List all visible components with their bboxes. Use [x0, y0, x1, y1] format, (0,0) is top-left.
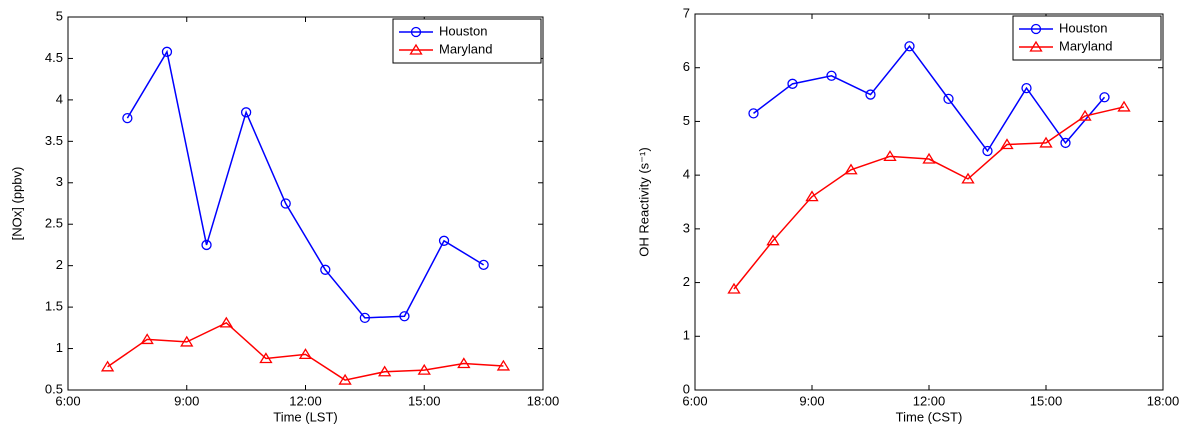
x-tick-label: 15:00 — [408, 393, 441, 408]
marker — [320, 264, 331, 275]
y-tick-label: 4.5 — [45, 50, 63, 65]
plot-frame — [694, 13, 1164, 391]
x-tick-label: 6:00 — [682, 393, 707, 408]
marker — [438, 235, 450, 246]
marker — [378, 365, 392, 377]
y-tick-label: 4 — [683, 167, 690, 182]
marker — [201, 239, 212, 251]
series-line — [733, 106, 1125, 290]
y-tick-label: 7 — [683, 5, 690, 20]
marker — [259, 352, 273, 364]
marker — [140, 333, 154, 345]
marker — [298, 348, 313, 360]
y-tick-label: 2 — [56, 257, 63, 272]
marker — [457, 357, 471, 369]
marker — [478, 259, 489, 270]
marker — [1030, 23, 1042, 35]
y-tick-label: 2 — [683, 274, 690, 289]
y-tick-label: 1.5 — [45, 299, 63, 314]
x-tick-label: 15:00 — [1030, 393, 1063, 408]
y-tick-label: 3.5 — [45, 133, 63, 148]
marker — [922, 152, 936, 164]
x-axis-label: Time (LST) — [273, 409, 338, 424]
marker — [766, 234, 780, 246]
series-line — [753, 45, 1106, 153]
marker — [805, 190, 819, 202]
y-tick-label: 3 — [683, 220, 690, 235]
marker — [100, 360, 115, 372]
marker — [280, 198, 291, 209]
x-tick-label: 9:00 — [799, 393, 824, 408]
series-line — [107, 321, 504, 381]
legend-label: Maryland — [1059, 38, 1112, 53]
marker — [1021, 82, 1032, 94]
marker — [727, 282, 741, 294]
x-tick-label: 9:00 — [174, 393, 199, 408]
marker — [787, 78, 798, 89]
y-tick-label: 2.5 — [45, 216, 63, 231]
x-tick-label: 12:00 — [289, 393, 322, 408]
legend-box — [1012, 15, 1162, 61]
y-tick-label: 0 — [683, 381, 690, 396]
marker — [338, 373, 352, 385]
marker — [865, 89, 876, 100]
y-tick-label: 5 — [683, 113, 690, 128]
marker — [1117, 100, 1131, 112]
marker — [359, 312, 371, 324]
x-tick-label: 18:00 — [527, 393, 560, 408]
marker — [943, 93, 954, 105]
x-axis-label: Time (CST) — [896, 409, 963, 424]
marker — [748, 108, 759, 119]
y-tick-label: 1 — [56, 340, 63, 355]
marker — [1000, 138, 1014, 150]
legend-label: Maryland — [439, 41, 492, 56]
y-tick-label: 5 — [56, 8, 63, 23]
marker — [161, 46, 173, 57]
marker — [409, 43, 423, 55]
legend-box — [392, 18, 542, 64]
x-tick-label: 6:00 — [55, 393, 80, 408]
plot-frame — [67, 16, 544, 391]
marker — [1060, 137, 1071, 149]
marker — [1039, 136, 1053, 148]
marker — [844, 163, 858, 175]
y-axis-label: OH Reactivity (s⁻¹) — [636, 147, 651, 256]
series-line — [126, 49, 485, 319]
y-tick-label: 3 — [56, 174, 63, 189]
marker — [122, 112, 133, 124]
marker — [219, 316, 233, 328]
marker — [410, 26, 422, 38]
marker — [1078, 109, 1092, 121]
y-tick-label: 0.5 — [45, 381, 63, 396]
marker — [240, 107, 252, 118]
y-tick-label: 6 — [683, 59, 690, 74]
marker — [904, 41, 915, 52]
x-tick-label: 12:00 — [913, 393, 946, 408]
marker — [496, 359, 511, 371]
marker — [961, 172, 975, 184]
marker — [1099, 92, 1110, 103]
marker — [180, 335, 194, 347]
x-tick-label: 18:00 — [1147, 393, 1180, 408]
legend-label: Houston — [439, 23, 487, 38]
y-axis-label: [NOx] (ppbv) — [9, 167, 24, 241]
marker — [399, 311, 410, 322]
marker — [982, 145, 993, 157]
legend-label: Houston — [1059, 20, 1107, 35]
marker — [1029, 40, 1043, 52]
marker — [883, 150, 897, 161]
y-tick-label: 1 — [683, 328, 690, 343]
marker — [826, 70, 837, 81]
y-tick-label: 4 — [56, 91, 63, 106]
marker — [417, 363, 431, 375]
